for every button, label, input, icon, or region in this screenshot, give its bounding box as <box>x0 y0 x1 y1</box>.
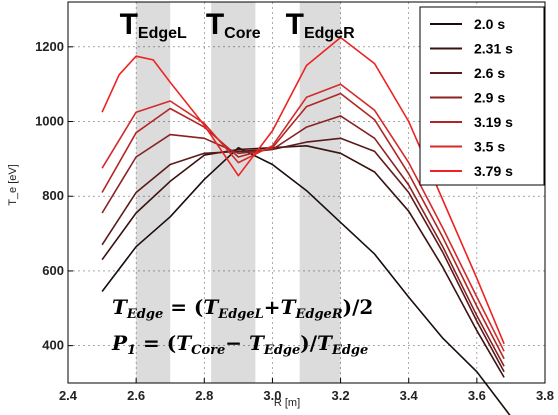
x-tick-label: 3.6 <box>468 388 486 403</box>
series-line-2-6-s <box>101 137 505 373</box>
y-tick-label: 1000 <box>35 114 64 129</box>
series-line-3-19-s <box>101 92 505 360</box>
bands-layer <box>136 2 341 383</box>
x-tick-label: 2.8 <box>195 388 213 403</box>
series-line-3-5-s <box>101 83 505 352</box>
legend-label: 2.31 s <box>474 41 513 57</box>
y-tick-label: 800 <box>42 188 64 203</box>
band-label-edger: TEdgeR <box>286 8 355 42</box>
x-tick-label: 3.8 <box>536 388 554 403</box>
band-edger <box>299 2 341 383</box>
band-edgel <box>136 2 171 383</box>
y-tick-label: 400 <box>42 338 64 353</box>
formula-annotation: TEdge = (TEdgeL+TEdgeR)/2 P1 = (TCore− T… <box>111 295 373 358</box>
x-tick-label: 3.4 <box>400 388 419 403</box>
x-tick-label: 2.6 <box>127 388 145 403</box>
series-line-2-9-s <box>101 115 505 367</box>
band-label-edgel: TEdgeL <box>120 8 187 42</box>
band-label-core: TCore <box>206 8 261 42</box>
formula-line-1: TEdge = (TEdgeL+TEdgeR)/2 <box>112 295 373 322</box>
x-tick-label: 3.2 <box>332 388 350 403</box>
series-line-2-31-s <box>101 145 505 378</box>
legend-items: 2.0 s 2.31 s 2.6 s 2.9 s 3.19 s 3.5 s 3.79 s <box>430 16 513 179</box>
series-line-2-0-s <box>101 146 511 415</box>
x-tick-label: 2.4 <box>59 388 78 403</box>
x-axis-label: R [m] <box>274 397 300 409</box>
legend-label: 2.6 s <box>474 65 505 81</box>
x-tick-label: 3.0 <box>263 388 281 403</box>
plot-frame <box>67 1 546 384</box>
y-axis-label: T_e [eV] <box>7 164 19 206</box>
y-tick-label: 600 <box>42 263 64 278</box>
legend-label: 3.79 s <box>474 163 513 179</box>
legend-box <box>419 6 545 186</box>
y-tick-label: 1200 <box>35 39 64 54</box>
legend-label: 3.5 s <box>474 139 505 155</box>
legend-label: 3.19 s <box>474 114 513 130</box>
ticks-layer: 2.4 2.6 2.8 3.0 3.2 3.4 3.6 3.8 400 600 800 1000 120… <box>35 39 554 403</box>
band-labels-layer: TEdgeL TCore TEdgeR <box>120 8 356 42</box>
legend: 2.0 s 2.31 s 2.6 s 2.9 s 3.19 s 3.5 s 3.79 s <box>419 6 545 186</box>
legend-label: 2.9 s <box>474 90 505 106</box>
legend-label: 2.0 s <box>474 16 505 32</box>
band-core <box>211 2 256 383</box>
formula-line-2: P1 = (TCore− TEdge)/TEdge <box>111 331 368 358</box>
